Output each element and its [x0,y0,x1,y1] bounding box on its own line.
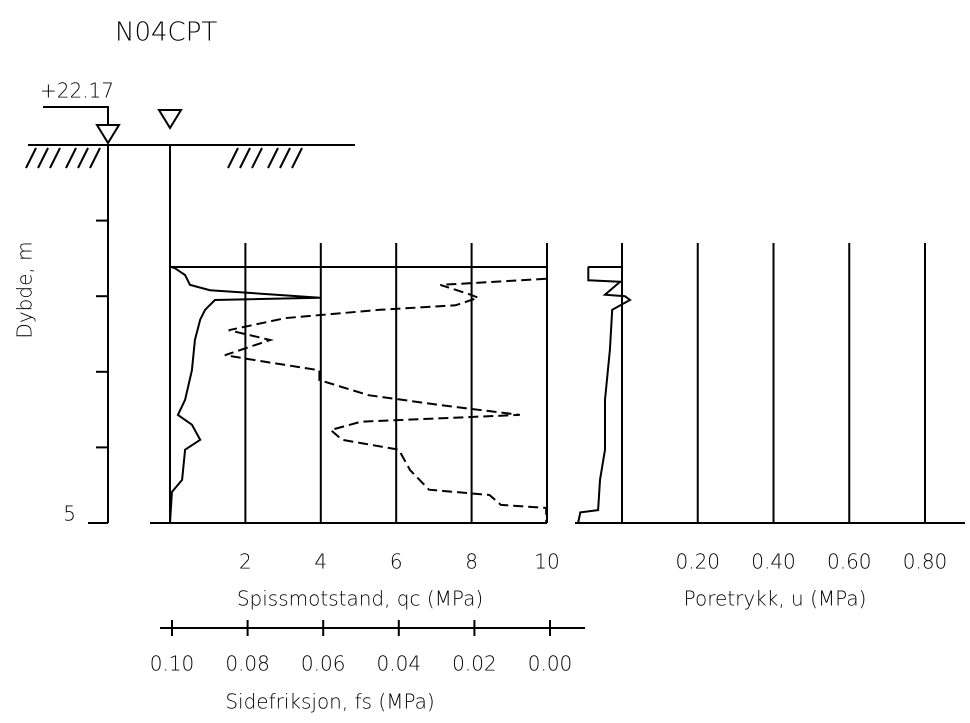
data-line [224,277,548,523]
x-tick-label: 0.20 [675,550,720,574]
data-line [577,266,632,524]
data-line [169,265,321,524]
x-tick-label: 0.80 [903,550,948,574]
y-tick-label: 5 [63,502,76,526]
x-tick-label: 0.08 [225,652,270,676]
x-tick-label: 0.02 [452,652,497,676]
water-marker [157,109,183,130]
elevation-label: +22.17 [40,79,114,103]
x-tick-label: 6 [390,550,403,574]
x-axis-label: Spissmotstand, qc (MPa) [237,587,483,611]
elevation-leader [43,106,109,124]
chart-title: N04CPT [115,18,217,48]
x-tick-label: 0.10 [150,652,195,676]
x-tick-label: 8 [465,550,478,574]
x-tick-label: 0.04 [377,652,422,676]
x-tick-label: 0.40 [751,550,796,574]
x-tick-label: 10 [534,550,559,574]
x-tick-label: 0.00 [528,652,573,676]
x-axis-label: Sidefriksjon, fs (MPa) [225,690,434,714]
ground-hatch [25,147,303,169]
y-axis-label: Dybde, m [13,241,37,338]
x-axis-label: Poretrykk, u (MPa) [684,587,867,611]
x-tick-label: 0.60 [827,550,872,574]
x-tick-label: 0.06 [301,652,346,676]
x-tick-label: 4 [314,550,327,574]
x-tick-label: 2 [239,550,252,574]
level-marker [95,124,121,145]
